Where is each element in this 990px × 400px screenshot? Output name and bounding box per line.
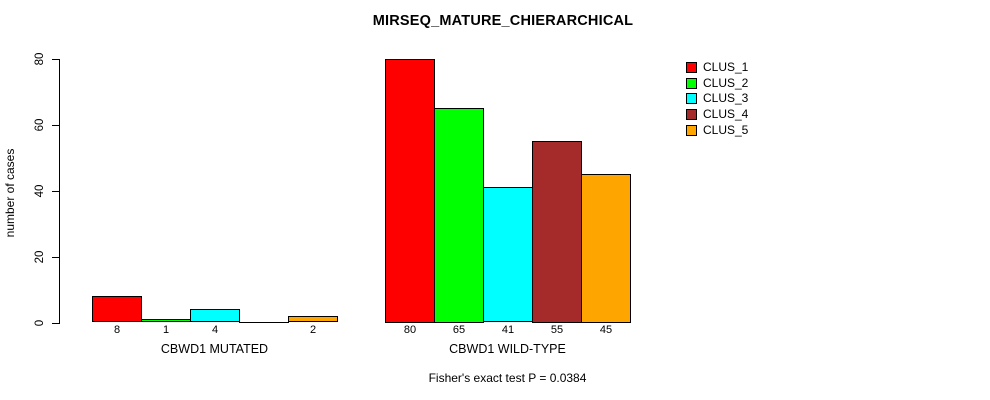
bar-value-label-clus_4-cbwd1-wild-type: 55 (550, 324, 564, 336)
y-axis-tick-label: 40 (34, 184, 46, 197)
bar-value-label-clus_2-cbwd1-wild-type: 65 (452, 324, 466, 336)
bar-clus_5-cbwd1-wild-type (581, 174, 631, 323)
legend-swatch-clus_2 (686, 77, 697, 89)
y-axis-tick-label: 0 (34, 319, 46, 326)
bar-clus_4-cbwd1-wild-type (532, 141, 582, 323)
bar-value-label-clus_5-cbwd1-wild-type: 45 (599, 324, 613, 336)
y-axis-label: number of cases (3, 148, 17, 238)
legend-swatch-clus_4 (686, 109, 697, 121)
bar-clus_5-cbwd1-mutated (288, 315, 338, 323)
bar-clus_2-cbwd1-mutated (141, 319, 191, 323)
bar-clus_1-cbwd1-mutated (92, 296, 142, 323)
bar-value-label-clus_3-cbwd1-wild-type: 41 (501, 324, 515, 336)
legend-swatch-clus_5 (686, 124, 697, 136)
bar-clus_3-cbwd1-mutated (190, 309, 240, 323)
legend-swatch-clus_3 (686, 93, 697, 105)
bar-value-label-clus_2-cbwd1-mutated: 1 (162, 324, 170, 336)
y-axis-tick (52, 256, 59, 258)
y-axis-tick (52, 58, 59, 60)
fisher-test-annotation: Fisher's exact test P = 0.0384 (428, 371, 587, 385)
bar-value-label-clus_1-cbwd1-mutated: 8 (113, 324, 121, 336)
bar-clus_3-cbwd1-wild-type (483, 187, 533, 323)
legend-label-clus_4: CLUS_4 (703, 107, 749, 122)
bar-value-label-clus_5-cbwd1-mutated: 2 (309, 324, 317, 336)
bar-clus_4-cbwd1-mutated (239, 321, 289, 323)
bar-value-label-clus_3-cbwd1-mutated: 4 (211, 324, 219, 336)
legend-swatch-clus_1 (686, 62, 697, 73)
legend-label-clus_1: CLUS_1 (703, 60, 749, 74)
y-axis-line (59, 58, 60, 324)
x-group-label-mutated: CBWD1 MUTATED (160, 342, 269, 356)
bar-clus_2-cbwd1-wild-type (434, 108, 484, 323)
bar-clus_1-cbwd1-wild-type (385, 58, 435, 323)
chart-title: MIRSEQ_MATURE_CHIERARCHICAL (372, 13, 634, 29)
y-axis-tick (52, 322, 59, 324)
y-axis-tick (52, 190, 59, 192)
legend-label-clus_2: CLUS_2 (703, 75, 749, 90)
x-group-label-wildtype: CBWD1 WILD-TYPE (449, 342, 566, 356)
y-axis-tick-label: 80 (34, 52, 46, 65)
y-axis-tick-label: 20 (34, 250, 46, 263)
legend-label-clus_3: CLUS_3 (703, 91, 749, 106)
legend-label-clus_5: CLUS_5 (703, 122, 749, 137)
bar-value-label-clus_1-cbwd1-wild-type: 80 (403, 324, 417, 336)
y-axis-tick (52, 124, 59, 126)
y-axis-tick-label: 60 (34, 118, 46, 131)
